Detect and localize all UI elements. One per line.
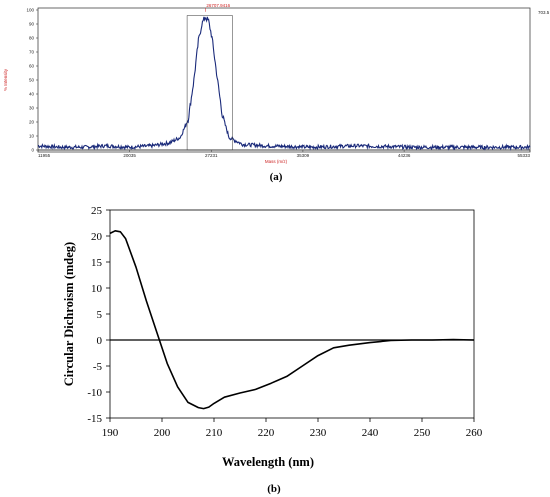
y-tick-label-b: 10	[91, 283, 103, 295]
y-tick-label-a: 10	[29, 134, 35, 139]
x-tick-label-a: 27231	[205, 153, 218, 158]
spectrum-trace	[37, 16, 531, 151]
mass-spectrum-panel: 0 10 20 30 40 50 60 70 80 90 100 11955 20035 27231 35…	[3, 3, 550, 183]
x-tick-label-a: 11955	[38, 153, 51, 158]
y-axis-label-a: % Intensity	[3, 68, 8, 91]
y-tick-label-b: -10	[87, 387, 102, 399]
x-tick-label-b: 220	[258, 427, 275, 439]
x-tick-label-b: 240	[362, 427, 379, 439]
y-tick-label-b: 5	[97, 309, 103, 321]
y-tick-label-a: 80	[29, 36, 35, 41]
y-ticks-a: 0 10 20 30 40 50 60 70 80 90 100	[26, 8, 38, 153]
y-tick-label-b: 15	[91, 257, 103, 269]
y-axis-label-b: Circular Dichroism (mdeg)	[62, 242, 76, 386]
y-tick-label-b: -5	[93, 361, 103, 373]
y-tick-label-a: 60	[29, 64, 35, 69]
x-axis-label-a: Mass (m/z)	[265, 159, 288, 164]
x-axis-label-b: Wavelength (nm)	[222, 455, 314, 469]
y-tick-label-b: 20	[91, 231, 103, 243]
y-tick-label-a: 30	[29, 106, 35, 111]
x-tick-label-b: 260	[466, 427, 483, 439]
y-tick-label-b: -15	[87, 413, 102, 425]
y-ticks-b: -15 -10 -5 0 5 10 15 20 25	[87, 205, 110, 425]
x-tick-label-b: 230	[310, 427, 327, 439]
cd-spectrum-panel: -15 -10 -5 0 5 10 15 20 25 190 200 210 220 230 240 250…	[62, 205, 483, 495]
plot-b-frame	[109, 209, 475, 419]
y-tick-label-b: 25	[91, 205, 103, 217]
y-tick-label-a: 100	[26, 8, 34, 13]
x-tick-label-b: 200	[154, 427, 171, 439]
x-tick-label-a: 20035	[123, 153, 136, 158]
y-tick-label-a: 70	[29, 50, 35, 55]
y-tick-label-a: 0	[31, 148, 34, 153]
x-tick-label-b: 190	[102, 427, 119, 439]
x-ticks-a: 11955 20035 27231 35309 44236 55333	[37, 150, 530, 158]
peak-annotations: 26707.9416	[186, 3, 233, 151]
x-tick-label-a: 44236	[398, 153, 411, 158]
right-axis-value: 703.5	[538, 10, 550, 15]
peak-region-box	[186, 15, 233, 151]
x-tick-label-b: 250	[414, 427, 431, 439]
peak-label: 26707.9416	[206, 3, 230, 8]
y-tick-label-a: 90	[29, 22, 35, 27]
y-tick-label-b: 0	[97, 335, 103, 347]
plot-a-frame	[37, 7, 531, 153]
x-tick-label-b: 210	[206, 427, 223, 439]
cd-trace	[109, 230, 475, 410]
y-tick-label-a: 50	[29, 78, 35, 83]
x-ticks-b: 190 200 210 220 230 240 250 260	[102, 418, 483, 439]
y-tick-label-a: 40	[29, 92, 35, 97]
y-tick-label-a: 20	[29, 120, 35, 125]
panel-label-a: (a)	[270, 171, 283, 183]
x-tick-label-a: 55333	[517, 153, 530, 158]
panel-label-b: (b)	[267, 483, 281, 495]
x-tick-label-a: 35309	[297, 153, 310, 158]
